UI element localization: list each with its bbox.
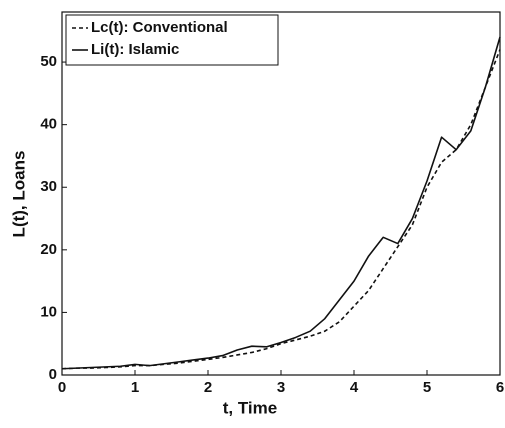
- legend-box: [65, 14, 279, 66]
- series-line: [61, 36, 501, 370]
- y-axis-label: L(t), Loans: [9, 151, 28, 238]
- y-tick-label: 30: [40, 178, 57, 195]
- x-tick-label: 3: [277, 379, 285, 396]
- y-tick-label: 20: [40, 241, 57, 258]
- legend-label: Li(t): Islamic: [91, 41, 179, 58]
- x-tick-label: 6: [496, 379, 504, 396]
- legend-label: Lc(t): Conventional: [91, 19, 228, 36]
- x-tick-label: 0: [58, 379, 66, 396]
- x-tick-label: 1: [131, 379, 139, 396]
- y-tick-label: 40: [40, 116, 57, 133]
- y-tick-label: 50: [40, 53, 57, 70]
- x-tick-label: 4: [350, 379, 359, 396]
- plot-frame: [61, 11, 501, 376]
- x-tick-label: 5: [423, 379, 431, 396]
- x-axis-label: t, Time: [223, 398, 277, 417]
- series-line: [61, 49, 501, 370]
- y-tick-label: 0: [49, 366, 57, 383]
- x-tick-label: 2: [204, 379, 212, 396]
- y-tick-label: 10: [40, 303, 57, 320]
